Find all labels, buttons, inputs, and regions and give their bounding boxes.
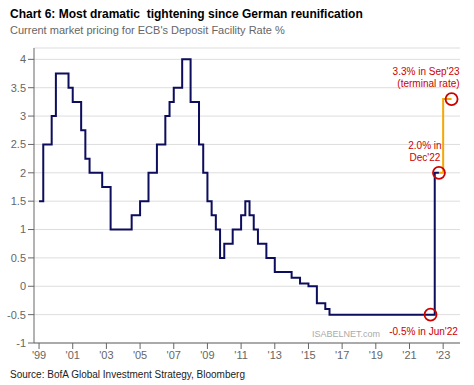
svg-text:3.3% in Sep'23(terminal rate): 3.3% in Sep'23(terminal rate) xyxy=(393,66,460,89)
svg-text:'09: '09 xyxy=(200,349,214,361)
svg-text:2.0% inDec'22: 2.0% inDec'22 xyxy=(408,140,441,163)
svg-text:4: 4 xyxy=(20,53,26,65)
svg-text:2.5: 2.5 xyxy=(11,138,26,150)
html-text:ISABELNET.com: ISABELNET.com xyxy=(312,329,380,339)
svg-text:-0.5: -0.5 xyxy=(8,309,26,321)
svg-text:0.5: 0.5 xyxy=(11,252,26,264)
svg-text:'17: '17 xyxy=(335,349,349,361)
svg-text:1: 1 xyxy=(20,223,26,235)
svg-text:'15: '15 xyxy=(301,349,315,361)
html-text:Source: BofA Global Investment: Source: BofA Global Investment Strategy,… xyxy=(10,369,245,380)
svg-text:'01: '01 xyxy=(66,349,80,361)
svg-text:'21: '21 xyxy=(402,349,416,361)
svg-text:'03: '03 xyxy=(99,349,113,361)
svg-text:'99: '99 xyxy=(32,349,46,361)
svg-text:1.5: 1.5 xyxy=(11,195,26,207)
svg-text:'13: '13 xyxy=(268,349,282,361)
html-text:Chart 6: Most dramatic tighten: Chart 6: Most dramatic tightening since … xyxy=(10,7,363,21)
html-text:Current market pricing for ECB: Current market pricing for ECB's Deposit… xyxy=(10,24,285,36)
svg-text:'23: '23 xyxy=(436,349,450,361)
svg-text:2: 2 xyxy=(20,167,26,179)
svg-text:'11: '11 xyxy=(234,349,248,361)
svg-text:'07: '07 xyxy=(167,349,181,361)
svg-text:-1: -1 xyxy=(16,337,26,349)
svg-text:'05: '05 xyxy=(133,349,147,361)
svg-text:0: 0 xyxy=(20,280,26,292)
svg-text:3: 3 xyxy=(20,110,26,122)
svg-text:-0.5% in Jun'22: -0.5% in Jun'22 xyxy=(389,326,458,337)
svg-text:'19: '19 xyxy=(369,349,383,361)
svg-text:3.5: 3.5 xyxy=(11,82,26,94)
